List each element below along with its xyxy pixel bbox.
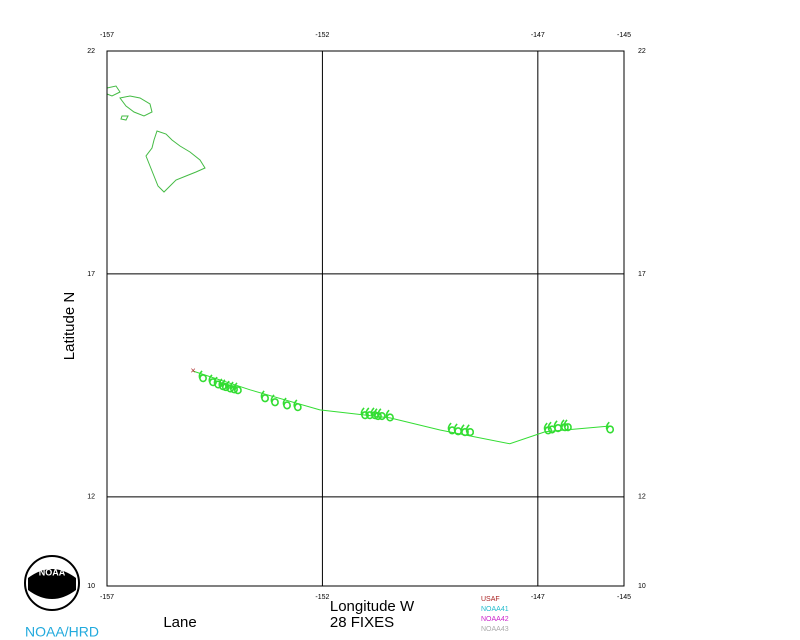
x-tick-label: -147 [531, 594, 545, 601]
fix-symbol [365, 407, 374, 420]
fix-glyph [213, 376, 222, 389]
fix-glyph [447, 422, 456, 435]
fix-glyph [453, 423, 462, 436]
fix-glyph [282, 397, 291, 410]
x-tick-label: -157 [100, 594, 114, 601]
fix-symbol [465, 424, 474, 437]
y-tick-label: 17 [638, 271, 646, 278]
fix-glyph [385, 409, 394, 422]
y-axis-label: Latitude N [61, 292, 78, 360]
org-label: NOAA/HRD [25, 624, 99, 640]
x-tick-label: -152 [315, 594, 329, 601]
fix-symbol [460, 424, 469, 437]
plot-frame [106, 50, 625, 587]
fix-glyph [260, 390, 269, 403]
fix-symbol [213, 376, 222, 389]
y-tick-label: 12 [87, 494, 95, 501]
fix-symbol [208, 374, 217, 387]
y-tick-label: 22 [87, 48, 95, 55]
x-tick-label: -157 [100, 32, 114, 39]
legend-entry: USAF [481, 596, 500, 603]
fix-glyph [563, 419, 572, 432]
fix-symbol [447, 422, 456, 435]
fix-glyph [465, 424, 474, 437]
storm-name: Lane [163, 614, 196, 631]
fix-symbol [453, 423, 462, 436]
x-tick-label: -152 [315, 32, 329, 39]
fix-symbol [547, 421, 556, 434]
fix-glyph [208, 374, 217, 387]
fix-count: 28 FIXES [330, 614, 394, 631]
noaa-logo: NOAA [24, 555, 80, 611]
fix-glyph [460, 424, 469, 437]
fix-glyph [605, 421, 615, 434]
x-axis-label: Longitude W [330, 598, 415, 615]
fix-glyph [553, 420, 562, 433]
legend-entry: NOAA41 [481, 606, 509, 613]
fix-symbol [270, 394, 279, 407]
fix-glyph [198, 370, 207, 383]
fix-glyph [221, 379, 230, 392]
x-tick-label: -147 [531, 32, 545, 39]
fix-symbol [563, 419, 572, 432]
y-tick-label: 10 [87, 583, 95, 590]
fix-glyph [377, 408, 386, 421]
fix-symbol [282, 397, 291, 410]
fix-symbol [221, 379, 230, 392]
fix-symbol [293, 399, 302, 412]
fix-glyph [365, 407, 374, 420]
y-tick-label: 12 [638, 494, 646, 501]
fix-glyph [293, 399, 302, 412]
fix-symbol [377, 408, 386, 421]
fix-symbol [360, 407, 369, 420]
track-start: × [191, 365, 196, 375]
fix-symbol [605, 421, 615, 434]
y-tick-label: 17 [87, 271, 95, 278]
y-tick-label: 10 [638, 583, 646, 590]
fix-symbol [553, 420, 562, 433]
legend-entry: NOAA42 [481, 616, 509, 623]
fix-symbol [198, 370, 207, 383]
x-tick-label: -145 [617, 594, 631, 601]
fix-glyph [547, 421, 556, 434]
coastline [106, 85, 206, 193]
fix-glyph [360, 407, 369, 420]
fix-glyph [270, 394, 279, 407]
fix-glyph [233, 382, 242, 395]
legend-entry: NOAA43 [481, 626, 509, 633]
fix-symbol [233, 382, 242, 395]
x-tick-label: -145 [617, 32, 631, 39]
fix-symbol [385, 409, 394, 422]
y-tick-label: 22 [638, 48, 646, 55]
fix-symbol [260, 390, 269, 403]
logo-text: NOAA [39, 567, 66, 577]
